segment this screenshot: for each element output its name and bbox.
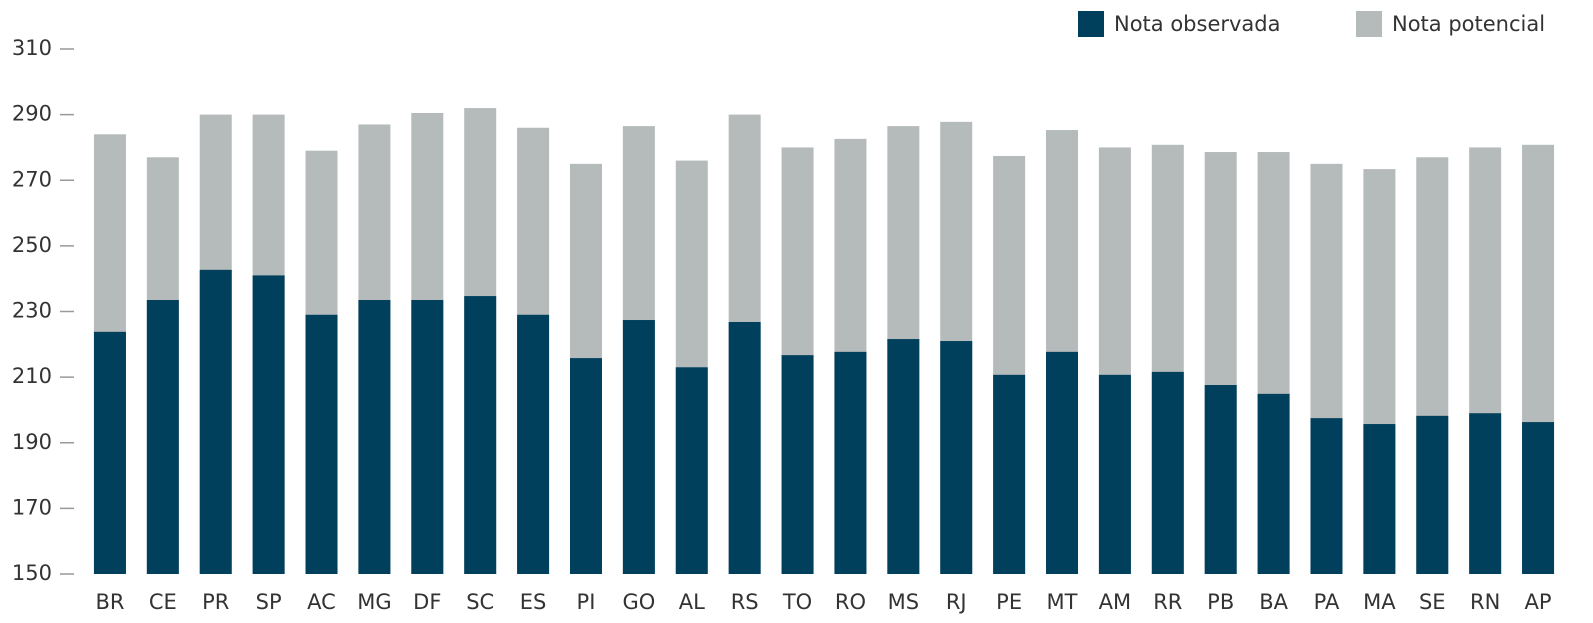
x-tick-label: PR [202,590,229,614]
y-tick-label: 310 [12,36,52,60]
bar [1310,418,1343,574]
x-tick-label: AC [307,590,336,614]
x-tick-label: SP [256,590,282,614]
bar [887,339,920,574]
bar [305,314,338,574]
x-tick-label: MA [1363,590,1396,614]
bar [1469,413,1502,574]
y-tick-label: 270 [12,167,52,191]
x-tick-label: AL [679,590,705,614]
x-tick-label: TO [782,590,812,614]
legend-swatch [1078,11,1104,37]
bar [1257,393,1290,574]
x-tick-label: BA [1259,590,1288,614]
bar [1416,415,1449,574]
bar [517,314,550,574]
x-tick-label: MG [357,590,391,614]
legend-label: Nota potencial [1392,12,1545,36]
x-tick-label: RN [1470,590,1500,614]
y-tick-label: 210 [12,364,52,388]
x-tick-label: AM [1099,590,1131,614]
x-tick-label: RR [1153,590,1182,614]
x-tick-label: GO [622,590,655,614]
x-tick-label: DF [413,590,441,614]
bar [940,341,973,574]
x-tick-label: PB [1207,590,1234,614]
bar [622,320,655,574]
bar [1046,351,1079,574]
bar [1098,374,1131,574]
x-tick-label: PA [1314,590,1340,614]
y-tick-label: 290 [12,102,52,126]
y-tick-label: 250 [12,233,52,257]
bar [93,331,126,574]
y-tick-label: 230 [12,299,52,323]
bar [146,300,179,574]
x-tick-label: MS [888,590,919,614]
y-tick-label: 150 [12,561,52,585]
x-tick-label: SC [466,590,494,614]
bar [728,322,761,574]
x-tick-label: PI [577,590,596,614]
legend-label: Nota observada [1114,12,1281,36]
y-tick-label: 170 [12,495,52,519]
bar [1363,424,1396,574]
bar [358,300,391,574]
bar [464,296,497,574]
x-tick-label: PE [996,590,1022,614]
bar [199,269,232,574]
bar [569,358,602,574]
bar [411,300,444,574]
x-tick-label: MT [1047,590,1078,614]
x-tick-label: AP [1525,590,1552,614]
bar [781,355,814,574]
bar [834,351,867,574]
bar [993,374,1026,574]
bar [1522,422,1555,574]
y-tick-label: 190 [12,430,52,454]
x-tick-label: SE [1419,590,1446,614]
x-tick-label: ES [520,590,547,614]
x-tick-label: RO [835,590,866,614]
bar [675,367,708,574]
x-tick-label: RS [731,590,759,614]
x-tick-label: RJ [946,590,967,614]
x-tick-label: CE [149,590,177,614]
bar [1204,385,1237,574]
x-tick-label: BR [95,590,124,614]
bar [1151,371,1184,574]
legend-swatch [1356,11,1382,37]
bar [252,275,285,574]
